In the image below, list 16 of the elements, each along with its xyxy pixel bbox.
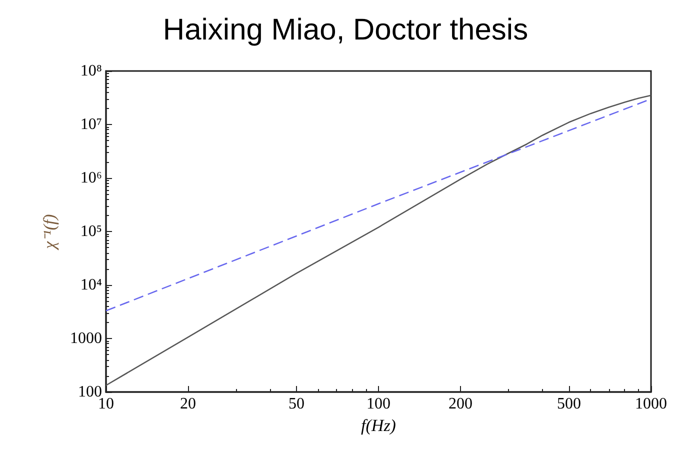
y-tick-label: 10⁵ <box>80 223 102 240</box>
y-tick-label: 10⁶ <box>80 170 102 186</box>
chart-title: Haixing Miao, Doctor thesis <box>162 14 528 46</box>
x-tick-label: 1000 <box>635 396 667 412</box>
x-tick-label: 200 <box>448 396 473 412</box>
y-tick-label: 10⁸ <box>80 62 102 80</box>
x-axis-title: f(Hz) <box>361 416 396 435</box>
y-tick-label: 10⁷ <box>80 116 102 133</box>
x-tick-label: 10 <box>98 396 114 412</box>
x-tick-label: 500 <box>556 396 581 412</box>
y-tick-label: 10⁴ <box>80 276 102 294</box>
x-tick-label: 20 <box>180 396 196 412</box>
x-tick-label: 50 <box>288 396 304 412</box>
y-tick-label: 1000 <box>70 330 102 347</box>
x-tick-label: 100 <box>366 396 390 412</box>
y-axis-title: χ⁻¹(f) <box>40 214 59 251</box>
